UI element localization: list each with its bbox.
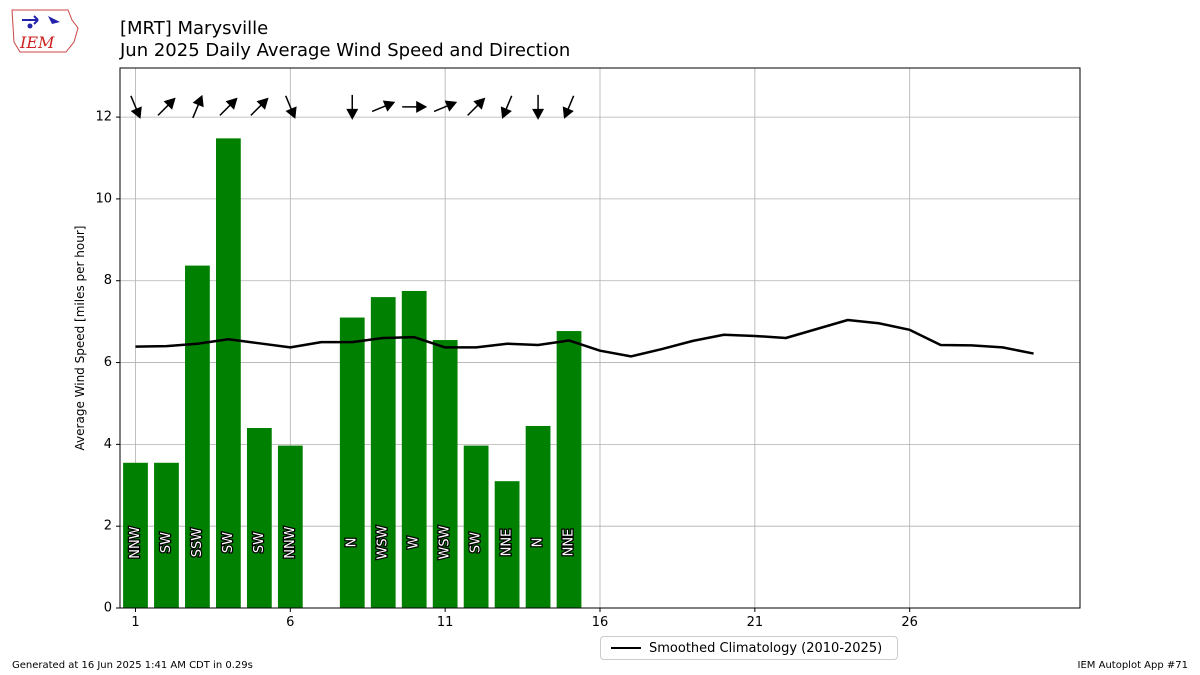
wind-arrow-shaft [250,103,263,116]
wind-bar [185,265,210,608]
wind-arrow-head [532,108,545,120]
wind-bar [216,138,241,608]
x-tick-label: 26 [901,615,918,630]
direction-label: SW [252,532,267,553]
direction-label: SW [159,532,174,553]
wind-arrow-shaft [130,95,138,111]
wind-arrow-icon [562,95,575,119]
wind-arrow-icon [402,100,428,113]
generated-timestamp: Generated at 16 Jun 2025 1:41 AM CDT in … [12,660,253,671]
chart-title-line1: [MRT] Marysville [120,18,269,39]
wind-arrow-shaft [467,103,480,116]
wind-arrow-icon [219,97,238,116]
wind-arrow-shaft [157,103,170,116]
wind-arrow-head [285,106,297,119]
wind-arrow-shaft [371,104,388,113]
wind-bar [525,425,551,608]
wind-arrow-icon [130,95,142,119]
x-tick-label: 11 [437,615,454,630]
wind-arrow-icon [467,97,486,116]
y-tick-label: 6 [104,355,112,370]
direction-label: WSW [438,525,453,559]
wind-arrow-head [500,106,512,119]
direction-label: WSW [376,525,391,559]
wind-bar [370,297,396,608]
wind-arrow-head [382,100,396,112]
wind-arrow-icon [532,94,545,120]
direction-label: SW [469,532,484,553]
wind-bar [339,317,365,608]
y-axis-label: Average Wind Speed [miles per hour] [73,226,87,451]
wind-arrow-icon [192,94,204,119]
chart-title-line2: Jun 2025 Daily Average Wind Speed and Di… [120,40,571,61]
climatology-line [135,318,1034,358]
direction-label: SSW [190,528,205,558]
direction-label: W [407,536,422,549]
wind-arrow-head [346,108,359,120]
y-tick-label: 10 [95,191,112,206]
wind-arrow-head [192,94,204,108]
direction-label: NNE [562,529,577,557]
wind-bar [154,462,179,608]
x-tick-label: 6 [286,615,294,630]
wind-arrow-head [473,97,486,110]
wind-arrow-icon [433,100,458,113]
wind-arrow-shaft [566,95,575,111]
direction-label: NNW [283,526,298,558]
wind-arrow-head [444,100,458,112]
wind-arrow-head [562,106,574,119]
wind-bar [401,290,427,608]
wind-bar [277,445,303,608]
wind-arrow-icon [500,95,513,119]
app-credit: IEM Autoplot App #71 [1077,660,1188,671]
wind-arrow-shaft [219,103,232,116]
wind-bar [556,331,582,608]
wind-arrow-head [416,100,428,113]
direction-label: N [345,538,360,548]
wind-arrow-shaft [433,104,450,113]
wind-arrow-icon [157,97,176,116]
x-tick-label: 16 [592,615,609,630]
wind-arrow-shaft [504,95,513,111]
wind-arrow-head [225,97,238,110]
wind-arrow-icon [250,97,269,116]
y-tick-label: 0 [104,601,112,616]
wind-arrow-head [163,97,176,110]
direction-label: N [531,538,546,548]
legend-label: Smoothed Climatology (2010-2025) [649,640,883,656]
y-tick-label: 8 [104,273,112,288]
wind-bar [432,340,458,608]
wind-bar [463,445,489,608]
wind-bar [246,428,272,608]
x-tick-label: 1 [131,615,139,630]
wind-arrow-icon [285,95,297,119]
direction-label: NNW [128,526,143,558]
wind-bar [123,462,148,608]
y-tick-label: 2 [104,519,112,534]
y-tick-label: 4 [104,437,112,452]
wind-arrow-head [130,106,142,119]
wind-arrow-icon [346,94,359,120]
chart-legend: Smoothed Climatology (2010-2025) [600,636,898,660]
wind-arrow-shaft [285,95,293,111]
iem-logo: IEM [11,9,79,53]
wind-bar [494,481,520,608]
direction-label: SW [221,532,236,553]
x-tick-label: 21 [747,615,764,630]
direction-label: NNE [500,529,515,557]
wind-arrow-shaft [192,102,200,119]
legend-line-swatch [611,647,641,649]
y-tick-label: 12 [95,110,112,125]
wind-arrow-head [256,97,269,110]
wind-arrow-icon [371,100,396,113]
logo-text: IEM [19,33,55,52]
chart-title: [MRT] Marysville Jun 2025 Daily Average … [120,18,570,62]
